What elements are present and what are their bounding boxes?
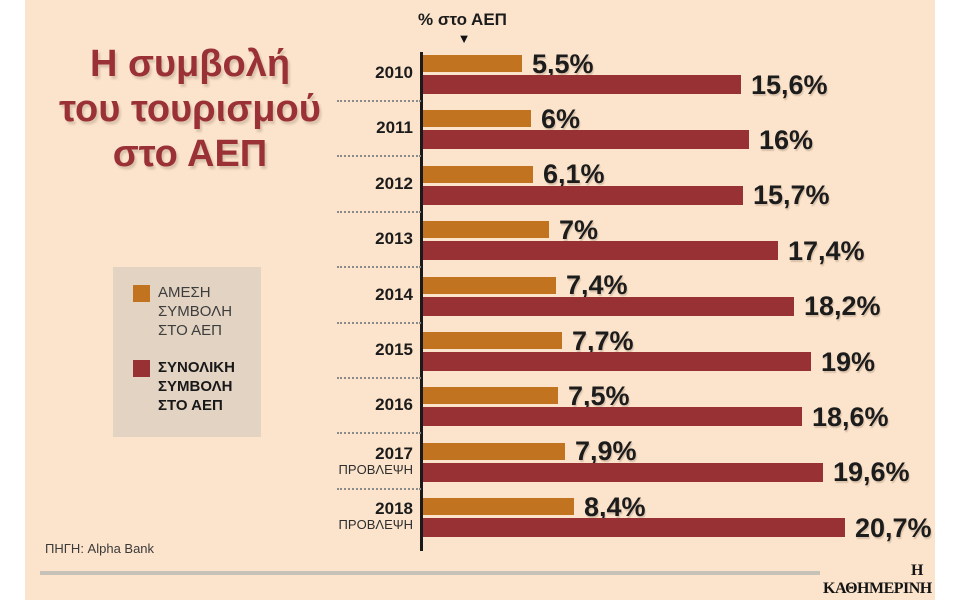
year-text: 2015 (375, 340, 413, 359)
row-separator (337, 377, 421, 379)
direct-contribution-bar (423, 387, 558, 405)
year-label: 2018 ΠΡΟΒΛΕΨΗ (315, 500, 413, 532)
total-contribution-bar (423, 130, 749, 150)
category-axis-line (420, 52, 423, 551)
direct-contribution-bar (423, 276, 556, 294)
chart-row: 2016 7,5% 18,6% (25, 380, 935, 439)
direct-contribution-bar (423, 165, 533, 183)
direct-contribution-value: 6% (541, 103, 581, 134)
value-axis-header: % στο ΑΕΠ ▼ (418, 10, 510, 45)
year-text: 2016 (375, 395, 413, 415)
direct-contribution-swatch-icon (133, 285, 150, 302)
chart-row: 2014 7,4% 18,2% (25, 270, 935, 329)
direct-contribution-bar (423, 442, 565, 460)
total-contribution-bar (423, 296, 794, 316)
row-separator (337, 432, 421, 435)
page-title: Η συμβολή του τουρισμού στο ΑΕΠ (50, 42, 330, 177)
direct-contribution-value: 6,1% (543, 159, 605, 190)
total-contribution-bar (423, 352, 811, 371)
year-text: 2014 (375, 284, 413, 304)
chart-row: 2017 ΠΡΟΒΛΕΨΗ 7,9% 19,6% (25, 436, 935, 495)
title-line: στο ΑΕΠ (112, 133, 268, 175)
legend-label-total: ΣΥΝΟΛΙΚΗ ΣΥΜΒΟΛΗ ΣΤΟ ΑΕΠ (158, 359, 235, 414)
year-text: 2010 (375, 63, 413, 82)
year-label: 2013 (315, 230, 413, 248)
title-line: του τουρισμού (59, 88, 321, 130)
direct-contribution-value: 5,5% (532, 48, 594, 79)
chart-row: 2011 6% 16% (25, 103, 935, 162)
total-contribution-bar (423, 185, 743, 205)
total-contribution-value: 15,7% (753, 180, 830, 211)
row-separator (337, 100, 421, 102)
year-text: 2011 (376, 118, 413, 138)
year-label: 2016 (315, 396, 413, 414)
source-note: ΠΗΓΗ: Alpha Bank (45, 541, 155, 556)
total-contribution-value: 18,2% (804, 291, 881, 322)
year-text: 2013 (375, 229, 413, 249)
total-contribution-bar (423, 462, 823, 482)
direct-contribution-bar (423, 110, 531, 128)
row-separator (337, 487, 421, 490)
infographic-panel: Η συμβολή του τουρισμού στο ΑΕΠ % στο ΑΕ… (25, 0, 935, 600)
chart-row: 2013 7% 17,4% (25, 214, 935, 273)
total-contribution-value: 18,6% (812, 401, 889, 432)
total-contribution-value: 19% (821, 346, 876, 377)
direct-contribution-value: 7,9% (575, 436, 637, 467)
total-contribution-value: 20,7% (855, 512, 932, 543)
year-label: 2015 (315, 341, 413, 359)
arrow-down-icon: ▼ (457, 31, 471, 46)
legend-label-direct: ΑΜΕΣΗ ΣΥΜΒΟΛΗ ΣΤΟ ΑΕΠ (158, 284, 233, 339)
total-contribution-value: 15,6% (751, 69, 828, 100)
year-label: 2014 (315, 284, 413, 304)
year-label: 2017 ΠΡΟΒΛΕΨΗ (315, 443, 413, 477)
total-contribution-bar (423, 407, 802, 427)
total-contribution-bar (423, 75, 741, 94)
chart-row: 2010 5,5% 15,6% (25, 48, 935, 107)
direct-contribution-value: 8,4% (584, 491, 646, 522)
row-separator (337, 155, 421, 158)
row-separator (337, 321, 421, 324)
title-line: Η συμβολή (89, 43, 291, 85)
year-text: 2017 (375, 443, 413, 463)
total-contribution-value: 19,6% (833, 457, 910, 488)
chart-row: 2015 7,7% 19% (25, 325, 935, 384)
year-label: 2012 (315, 173, 413, 193)
chart-row: 2012 6,1% 15,7% (25, 159, 935, 218)
direct-contribution-bar (423, 332, 562, 349)
total-contribution-value: 17,4% (788, 235, 865, 266)
total-contribution-value: 16% (759, 124, 814, 155)
direct-contribution-bar (423, 498, 574, 516)
total-contribution-bar (423, 518, 845, 538)
total-contribution-bar (423, 241, 778, 261)
direct-contribution-value: 7,7% (572, 325, 634, 356)
bar-chart: 2010 5,5% 15,6% 2011 6% 16% 2012 6,1% 15,7% 2013 7… (25, 0, 935, 600)
row-separator (337, 210, 421, 213)
year-label: 2011 (315, 119, 413, 137)
direct-contribution-bar (423, 55, 522, 72)
direct-contribution-bar (423, 221, 549, 239)
direct-contribution-value: 7,4% (566, 270, 628, 301)
total-contribution-swatch-icon (133, 360, 150, 377)
row-separator (337, 266, 421, 269)
direct-contribution-value: 7% (559, 214, 599, 245)
value-axis-label: % στο ΑΕΠ (418, 10, 507, 29)
year-label: 2010 (315, 64, 413, 82)
legend: ΑΜΕΣΗ ΣΥΜΒΟΛΗ ΣΤΟ ΑΕΠ ΣΥΝΟΛΙΚΗ ΣΥΜΒΟΛΗ Σ… (113, 267, 261, 437)
year-text: 2018 (375, 499, 413, 519)
year-text: 2012 (375, 173, 413, 193)
footer-rule (40, 571, 820, 575)
forecast-sublabel: ΠΡΟΒΛΕΨΗ (338, 461, 413, 477)
publisher-logo: Η ΚΑΘΗΜΕΡΙΝΗ (823, 562, 932, 597)
forecast-sublabel: ΠΡΟΒΛΕΨΗ (338, 517, 413, 533)
chart-row: 2018 ΠΡΟΒΛΕΨΗ 8,4% 20,7% (25, 491, 935, 550)
direct-contribution-value: 7,5% (568, 380, 630, 411)
